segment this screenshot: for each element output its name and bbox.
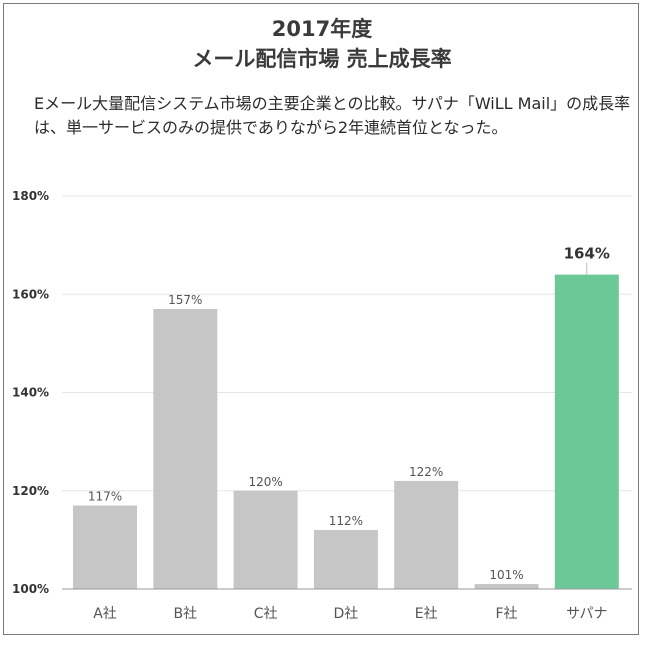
x-tick-label: C社 <box>254 606 278 622</box>
y-tick-label: 140% <box>12 386 49 400</box>
x-tick-label: B社 <box>173 606 197 622</box>
chart-title-line-2: メール配信市場 売上成長率 <box>192 47 452 71</box>
chart-title-line-1: 2017年度 <box>271 17 373 41</box>
y-tick-label: 100% <box>12 582 49 596</box>
chart-title: 2017年度 メール配信市場 売上成長率 <box>4 14 640 74</box>
data-label: 101% <box>489 568 523 582</box>
data-labels: 117% 157% 120% 112% 122% 101% 164% <box>88 245 610 582</box>
bars <box>73 274 619 589</box>
bar <box>554 274 619 589</box>
y-tick-label: 180% <box>12 189 49 203</box>
bar <box>73 505 137 589</box>
bar <box>313 530 378 589</box>
x-tick-label: A社 <box>93 606 117 622</box>
y-tick-label: 160% <box>12 287 49 301</box>
y-tick-label: 120% <box>12 484 49 498</box>
data-label: 117% <box>88 489 122 503</box>
x-tick-label: サパナ <box>566 606 607 622</box>
x-axis-ticks: A社 B社 C社 D社 E社 F社 サパナ <box>93 606 607 622</box>
x-tick-label: D社 <box>334 606 359 622</box>
data-label: 164% <box>564 245 610 263</box>
gridlines <box>62 195 632 492</box>
data-label: 112% <box>329 514 363 528</box>
x-tick-label: E社 <box>415 606 438 622</box>
x-tick-label: F社 <box>495 606 517 622</box>
data-label: 122% <box>409 465 443 479</box>
bar <box>474 584 539 589</box>
bar <box>153 308 218 589</box>
bar <box>233 490 298 589</box>
y-axis-ticks: 100% 120% 140% 160% 180% <box>12 189 49 596</box>
bar <box>394 480 459 589</box>
data-label: 157% <box>168 293 202 307</box>
chart-subtitle: Eメール大量配信システム市場の主要企業との比較。サパナ「WiLL Mail」の成… <box>34 94 631 137</box>
data-label: 120% <box>248 475 282 489</box>
